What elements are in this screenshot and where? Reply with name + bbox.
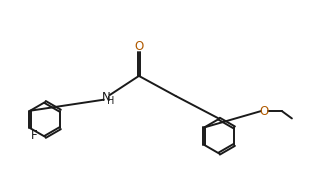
Text: F: F [31, 129, 38, 142]
Text: H: H [107, 96, 114, 106]
Text: N: N [102, 90, 111, 103]
Text: O: O [134, 40, 143, 53]
Text: O: O [260, 105, 269, 118]
